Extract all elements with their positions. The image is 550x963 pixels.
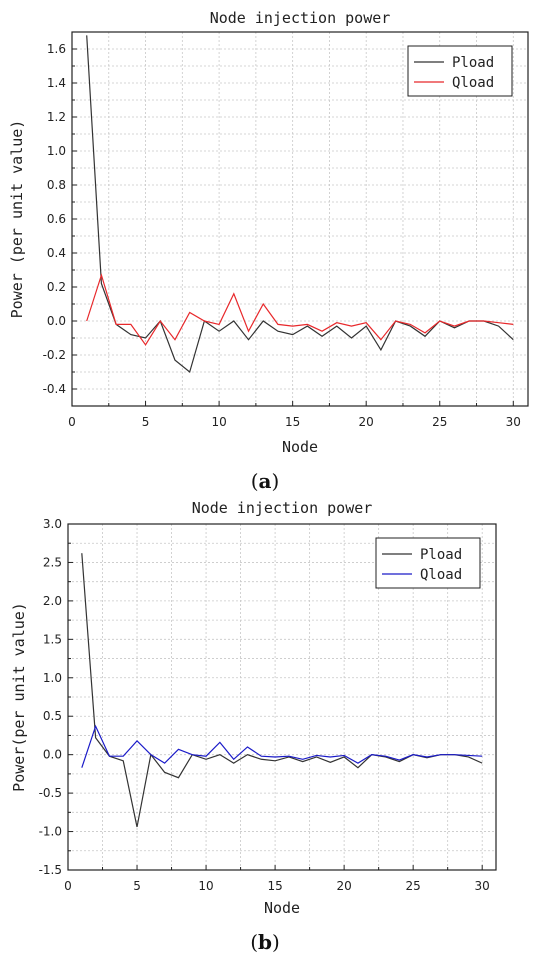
y-tick-label: 0.6 [47,212,66,226]
y-tick-label: -0.2 [43,348,66,362]
panel-paren-close: ) [271,469,279,493]
x-tick-label: 15 [267,879,282,893]
y-tick-label: -0.4 [43,382,66,396]
series-line-qload [81,724,483,768]
panel-letter: a [259,469,272,493]
panel-paren-open: ( [251,469,259,493]
y-axis-label: Power(per unit value) [10,602,28,792]
x-tick-label: 20 [336,879,351,893]
y-tick-label: -1.5 [39,863,62,877]
y-tick-label: 3.0 [43,517,62,531]
legend-box [375,537,481,589]
x-axis-label: Node [264,899,300,917]
chart-title: Node injection power [210,9,391,27]
legend-label-qload: Qload [452,75,494,91]
y-tick-label: 0.2 [47,280,66,294]
x-tick-label: 10 [211,415,226,429]
x-tick-label: 25 [432,415,447,429]
y-tick-label: 0.0 [47,314,66,328]
panel-label-b: (b) [250,930,280,954]
y-tick-label: 2.5 [43,555,62,569]
x-axis-label: Node [282,438,318,456]
y-tick-label: 1.0 [47,144,66,158]
y-tick-label: 0.4 [47,246,66,260]
legend-label-pload: Pload [452,55,494,71]
y-tick-label: -1.0 [39,825,62,839]
x-tick-label: 15 [285,415,300,429]
x-tick-label: 20 [359,415,374,429]
y-tick-label: 1.5 [43,632,62,646]
chart-b: 0 5 10 15 20 25 30 -1.5 -1.0 -0.5 0.0 0.5 1.0 1.5 2.0 2… [10,499,497,917]
y-axis-label: Power (per unit value) [8,120,26,319]
chart-a: 0 5 10 15 20 25 30 -0.4 -0.2 0.0 0.2 0.4 0.6 0.8 1.0 1.… [8,9,529,456]
x-tick-label: 30 [506,415,521,429]
panel-paren-open: ( [250,930,258,954]
chart-title: Node injection power [192,499,373,517]
panel-letter: b [258,930,272,954]
x-tick-label: 25 [406,879,421,893]
y-tick-label: 1.0 [43,671,62,685]
legend-label-pload: Pload [420,547,462,563]
x-tick-label: 10 [198,879,213,893]
x-tick-label: 5 [133,879,141,893]
y-tick-label: 2.0 [43,594,62,608]
x-tick-label: 5 [142,415,150,429]
x-tick-label: 0 [64,879,72,893]
y-tick-label: 0.0 [43,748,62,762]
y-tick-label: 1.4 [47,76,66,90]
y-tick-label: 1.2 [47,110,66,124]
x-tick-label: 30 [475,879,490,893]
y-tick-label: 0.8 [47,178,66,192]
series-line-qload [86,273,514,346]
legend-label-qload: Qload [420,567,462,583]
panel-paren-close: ) [272,930,280,954]
x-tick-label: 0 [68,415,76,429]
y-tick-label: 1.6 [47,42,66,56]
y-tick-label: -0.5 [39,786,62,800]
y-tick-label: 0.5 [43,709,62,723]
legend-box [407,45,513,97]
panel-label-a: (a) [251,469,280,493]
